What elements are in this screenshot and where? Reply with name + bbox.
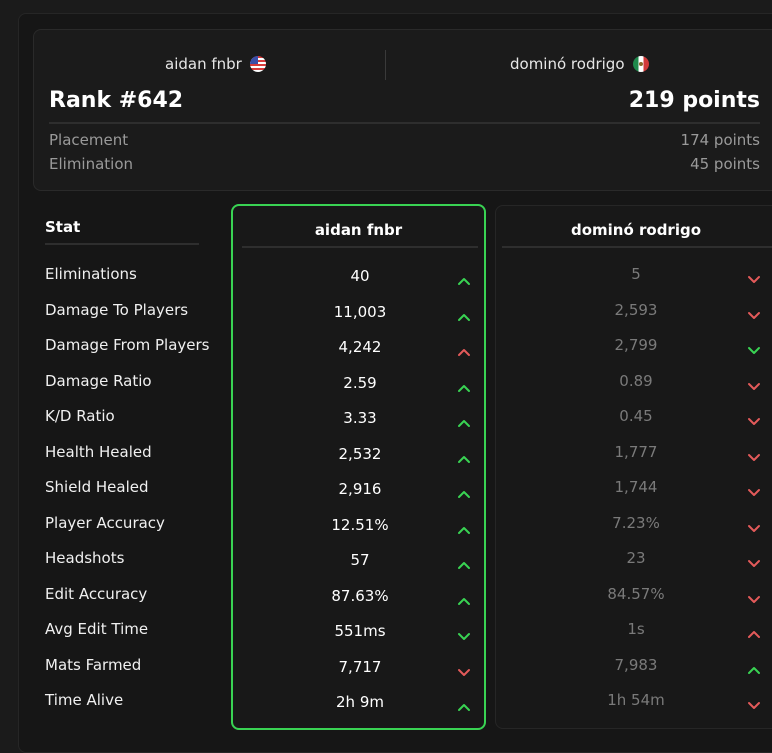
stat-label: Health Healed — [45, 442, 152, 461]
player-a-stat-value: 7,717 — [338, 657, 382, 676]
match-summary-card: aidan fnbr dominó rodrigo Rank #642 219 … — [33, 29, 772, 191]
mx-flag-icon — [632, 56, 649, 72]
player-b-stat-value: 0.89 — [619, 371, 653, 390]
chevron-up-icon — [747, 629, 761, 639]
chevron-up-icon — [457, 347, 471, 357]
player-a-name: aidan fnbr — [165, 55, 242, 73]
player-b-column: dominó rodrigo 5 2,593 2,799 0.89 0.45 1,777 1… — [495, 205, 772, 729]
header-divider — [385, 50, 386, 80]
player-b-stat-value: 1s — [627, 620, 645, 638]
player-a-stat-value: 2.59 — [343, 373, 377, 392]
total-points: 219 points — [628, 88, 760, 113]
chevron-down-icon — [747, 345, 761, 355]
player-b-header[interactable]: dominó rodrigo — [510, 55, 649, 73]
stat-label: Player Accuracy — [45, 513, 165, 532]
chevron-down-icon — [747, 274, 761, 284]
stat-label: Damage Ratio — [45, 371, 152, 390]
chevron-down-icon — [747, 452, 761, 462]
chevron-down-icon — [457, 667, 471, 677]
stat-header-rule — [45, 243, 199, 245]
chevron-up-icon — [457, 489, 471, 499]
chevron-down-icon — [747, 558, 761, 568]
stat-label: Eliminations — [45, 265, 137, 283]
chevron-up-icon — [457, 560, 471, 570]
chevron-down-icon — [457, 631, 471, 641]
player-b-stat-value: 1,744 — [614, 478, 658, 496]
player-b-column-rule — [502, 246, 772, 248]
player-a-stat-value: 11,003 — [333, 302, 387, 321]
player-a-stat-value: 2,916 — [338, 480, 382, 498]
chevron-up-icon — [457, 454, 471, 464]
player-b-stat-value: 2,799 — [614, 336, 658, 354]
chevron-up-icon — [457, 596, 471, 606]
chevron-down-icon — [747, 487, 761, 497]
chevron-up-icon — [457, 276, 471, 286]
stat-label: Mats Farmed — [45, 655, 142, 674]
player-b-column-title: dominó rodrigo — [570, 221, 702, 239]
player-b-stat-value: 2,593 — [614, 300, 658, 319]
us-flag-icon — [249, 56, 266, 72]
chevron-up-icon — [457, 525, 471, 535]
chevron-up-icon — [747, 665, 761, 675]
player-b-name: dominó rodrigo — [510, 55, 625, 73]
player-a-stat-value: 57 — [350, 551, 370, 569]
player-a-stat-value: 551ms — [334, 622, 386, 640]
player-b-stat-value: 5 — [631, 265, 641, 283]
player-b-stat-value: 84.57% — [607, 584, 665, 603]
player-b-stat-value: 0.45 — [619, 407, 653, 425]
chevron-down-icon — [747, 523, 761, 533]
stat-label: K/D Ratio — [45, 407, 115, 425]
player-a-stat-value: 87.63% — [331, 586, 389, 605]
player-b-stat-value: 1h 54m — [607, 691, 665, 709]
rank-label: Rank #642 — [49, 88, 184, 113]
stat-column-header: Stat — [45, 218, 81, 236]
player-a-column-title: aidan fnbr — [314, 221, 403, 239]
header-rule — [49, 122, 760, 124]
stat-label: Headshots — [45, 549, 125, 567]
stat-label: Damage From Players — [45, 336, 210, 354]
player-a-stat-value: 3.33 — [343, 409, 377, 427]
player-a-stat-value: 4,242 — [338, 338, 382, 356]
player-a-stat-value: 12.51% — [331, 515, 389, 534]
chevron-down-icon — [747, 594, 761, 604]
player-a-stat-value: 2h 9m — [336, 693, 384, 711]
chevron-down-icon — [747, 416, 761, 426]
player-b-stat-value: 1,777 — [614, 442, 658, 461]
player-a-stat-value: 40 — [350, 267, 370, 285]
player-b-stat-value: 7.23% — [612, 513, 660, 532]
player-b-stat-value: 23 — [626, 549, 646, 567]
stat-label: Avg Edit Time — [45, 620, 149, 638]
elimination-label: Elimination — [49, 155, 134, 173]
player-a-column: aidan fnbr 40 11,003 4,242 2.59 3.33 2,532 2,9… — [231, 204, 486, 730]
placement-row: Placement 174 points — [49, 131, 760, 149]
chevron-up-icon — [457, 702, 471, 712]
stat-label: Time Alive — [45, 691, 124, 709]
stat-label: Shield Healed — [45, 478, 149, 496]
player-a-stat-value: 2,532 — [338, 444, 382, 463]
stat-label: Edit Accuracy — [45, 584, 148, 603]
stat-label: Damage To Players — [45, 300, 189, 319]
chevron-down-icon — [747, 700, 761, 710]
placement-value: 174 points — [680, 131, 760, 149]
chevron-down-icon — [747, 381, 761, 391]
player-a-column-rule — [242, 246, 478, 248]
chevron-up-icon — [457, 383, 471, 393]
player-b-stat-value: 7,983 — [614, 655, 658, 674]
elimination-value: 45 points — [690, 155, 760, 173]
player-a-header[interactable]: aidan fnbr — [165, 55, 266, 73]
placement-label: Placement — [49, 131, 129, 149]
chevron-up-icon — [457, 312, 471, 322]
elimination-row: Elimination 45 points — [49, 155, 760, 173]
chevron-up-icon — [457, 418, 471, 428]
chevron-down-icon — [747, 310, 761, 320]
